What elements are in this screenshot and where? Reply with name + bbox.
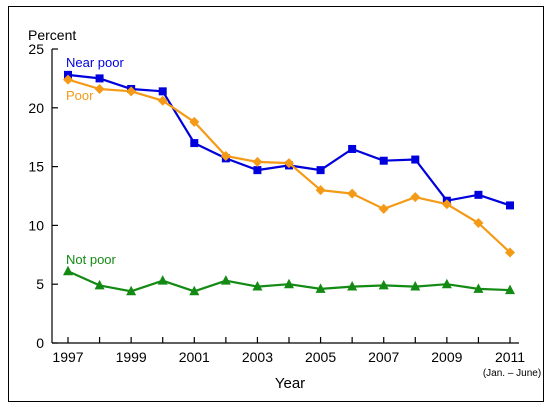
data-point xyxy=(158,87,167,96)
series-poor xyxy=(63,74,515,258)
y-ticks: 0 5 10 15 20 25 xyxy=(28,41,58,351)
data-point xyxy=(252,156,263,167)
y-axis-label: Percent xyxy=(28,27,76,43)
x-axis-label: Year xyxy=(275,375,305,392)
data-point xyxy=(347,188,358,199)
y-tick-label: 5 xyxy=(36,276,44,292)
y-tick-label: 20 xyxy=(28,100,44,116)
data-point xyxy=(284,278,294,289)
series-label-near-poor: Near poor xyxy=(66,55,124,70)
data-point xyxy=(473,283,484,293)
x-tick-label: 2011 xyxy=(495,349,525,365)
data-point xyxy=(189,285,200,296)
data-point xyxy=(506,201,514,210)
data-point xyxy=(252,281,263,291)
x-tick-label: 2001 xyxy=(179,349,210,365)
series-line-near-poor xyxy=(67,73,511,207)
data-point xyxy=(94,83,105,94)
data-point xyxy=(157,275,168,285)
x-tick-label: 2007 xyxy=(368,349,399,365)
data-point xyxy=(347,281,358,291)
data-point xyxy=(474,190,483,199)
data-point xyxy=(379,156,388,165)
data-point xyxy=(63,74,73,85)
data-point xyxy=(441,199,452,210)
series-label-poor: Poor xyxy=(66,88,94,103)
data-point xyxy=(253,166,262,175)
x-ticks: 1997 1999 2001 2003 2005 2007 2009 2011 xyxy=(52,337,525,365)
data-point xyxy=(411,155,420,164)
y-tick-label: 0 xyxy=(36,335,44,351)
data-point xyxy=(284,158,294,169)
data-point xyxy=(378,203,389,214)
axes xyxy=(51,49,519,344)
y-tick-label: 10 xyxy=(28,217,44,233)
y-tick-label: 25 xyxy=(28,41,44,57)
x-axis-note: (Jan. – June) xyxy=(483,368,541,379)
data-point xyxy=(348,144,357,153)
x-tick-label: 2003 xyxy=(242,349,273,365)
series-not-poor xyxy=(63,265,515,296)
x-tick-label: 1997 xyxy=(52,349,83,365)
data-point xyxy=(410,281,421,291)
data-point xyxy=(505,284,515,295)
series-layer xyxy=(63,70,515,296)
data-point xyxy=(157,95,168,106)
data-point xyxy=(441,278,452,289)
x-tick-label: 2009 xyxy=(431,349,462,365)
data-point xyxy=(505,247,515,258)
data-point xyxy=(126,285,137,296)
data-point xyxy=(315,283,326,293)
data-point xyxy=(190,139,199,148)
data-point xyxy=(473,218,484,229)
data-point xyxy=(95,74,104,83)
data-point xyxy=(189,116,200,127)
data-point xyxy=(220,151,231,162)
series-label-not-poor: Not poor xyxy=(66,252,117,267)
data-point xyxy=(378,279,389,290)
x-tick-label: 2005 xyxy=(305,349,336,365)
data-point xyxy=(94,279,105,290)
chart-frame xyxy=(8,6,544,402)
data-point xyxy=(63,265,73,276)
data-point xyxy=(126,86,137,97)
data-point xyxy=(315,185,326,196)
data-point xyxy=(316,166,325,175)
data-point xyxy=(220,275,231,285)
y-tick-label: 15 xyxy=(28,159,44,175)
data-point xyxy=(410,192,421,203)
x-tick-label: 1999 xyxy=(116,349,147,365)
